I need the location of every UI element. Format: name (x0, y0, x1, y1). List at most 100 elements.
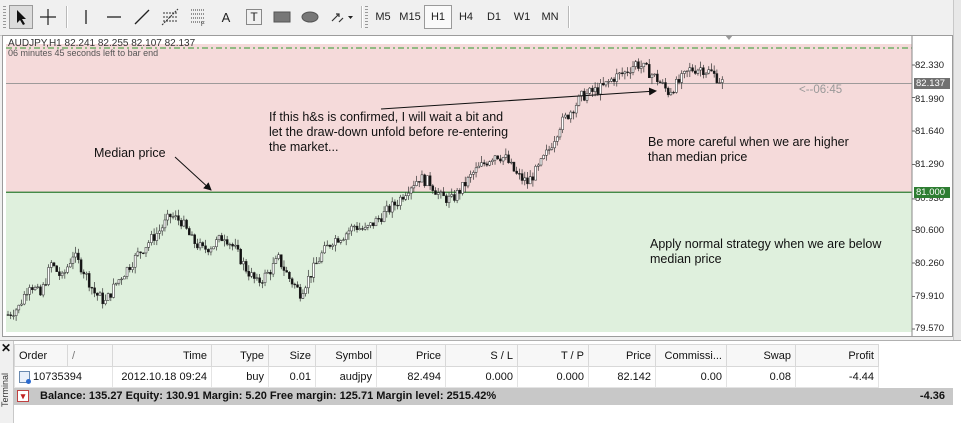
candle-body (136, 251, 140, 256)
candle-body (545, 149, 548, 156)
candle-body (12, 315, 15, 317)
candle-body (447, 195, 451, 203)
vertical-line-icon[interactable] (74, 5, 98, 29)
candle-body (217, 235, 221, 240)
candle-body (190, 234, 194, 236)
candle-body (158, 230, 161, 234)
table-row[interactable]: 10735394 2012.10.18 09:24 buy 0.01 audjp… (14, 366, 879, 388)
fibonacci-fan-icon[interactable]: F (186, 5, 210, 29)
timeframe-d1[interactable]: D1 (486, 11, 502, 23)
candle-body (228, 243, 232, 246)
col-sort[interactable]: / (67, 344, 113, 367)
candle-body (252, 272, 256, 279)
candle-body (263, 272, 267, 283)
candle-body (39, 286, 42, 296)
candle-body (206, 249, 210, 253)
candle-body (604, 81, 608, 86)
col-size[interactable]: Size (268, 344, 316, 367)
total-profit: -4.36 (919, 390, 945, 402)
candle-body (342, 239, 345, 241)
candle-body (87, 273, 91, 288)
balance-row[interactable]: ▾ Balance: 135.27 Equity: 130.91 Margin:… (14, 388, 953, 405)
candle-body (236, 244, 240, 250)
timeframe-m5[interactable]: M5 (375, 11, 391, 23)
candle-body (317, 261, 321, 264)
text-tool-icon[interactable]: A (221, 9, 231, 25)
timeframe-w1[interactable]: W1 (513, 11, 531, 23)
col-symbol[interactable]: Symbol (315, 344, 377, 367)
candle-body (420, 174, 424, 183)
candle-body (150, 234, 153, 243)
candle-body (380, 218, 383, 222)
cursor-icon[interactable] (9, 5, 33, 29)
candle-body (6, 314, 10, 316)
col-price[interactable]: Price (376, 344, 446, 367)
horizontal-line-icon[interactable] (102, 5, 126, 29)
candle-body (374, 218, 378, 227)
ellipse-icon[interactable] (298, 5, 322, 29)
col-type[interactable]: Type (211, 344, 269, 367)
candle-body (296, 284, 299, 288)
col-sl[interactable]: S / L (445, 344, 518, 367)
close-icon[interactable]: ✕ (1, 341, 12, 355)
col-tp[interactable]: T / P (517, 344, 589, 367)
candle-body (372, 222, 375, 227)
col-swap[interactable]: Swap (726, 344, 796, 367)
candle-body (298, 286, 302, 299)
candle-body (685, 70, 689, 72)
y-axis-label: 81.990 (915, 94, 945, 105)
candle-body (455, 189, 459, 201)
col-commission[interactable]: Commissi... (655, 344, 727, 367)
candle-body (355, 225, 359, 230)
candle-body (63, 272, 67, 274)
col-time[interactable]: Time (112, 344, 212, 367)
candle-body (615, 73, 619, 82)
candle-body (683, 70, 686, 74)
candle-body (555, 136, 559, 142)
col-order[interactable]: Order (14, 344, 68, 367)
candle-body (431, 185, 435, 191)
candle-body (247, 271, 251, 277)
y-axis-label: 81.640 (915, 126, 945, 137)
timeframe-m15[interactable]: M15 (399, 11, 421, 23)
vertical-scrollbar[interactable] (953, 0, 961, 340)
rectangle-icon[interactable] (270, 5, 294, 29)
bar-timer: <--06:45 (799, 84, 843, 96)
candle-body (114, 282, 118, 285)
candle-body (353, 225, 356, 228)
candle-body (520, 173, 524, 181)
candle-body (109, 293, 113, 298)
col-profit[interactable]: Profit (795, 344, 879, 367)
candle-body (666, 87, 670, 96)
candle-body (702, 67, 705, 75)
candle-body (188, 228, 191, 236)
y-axis-label: 80.600 (915, 225, 945, 236)
price-chart[interactable]: AUDJPY,H1 82.241 82.255 82.107 82.137 06… (2, 35, 953, 337)
toolbar-grip[interactable] (3, 6, 6, 28)
terminal-tab-label[interactable]: Terminal (0, 372, 10, 407)
candle-body (331, 244, 334, 247)
candle-body (277, 254, 280, 259)
median-arrow (174, 156, 212, 191)
candle-body (542, 155, 545, 159)
candle-body (399, 196, 402, 206)
terminal-panel: ✕ Terminal Order / Time Type Size Symbol… (0, 340, 961, 423)
candle-body (20, 303, 23, 306)
timeframe-mn[interactable]: MN (541, 11, 559, 23)
candle-body (718, 82, 721, 84)
col-current-price[interactable]: Price (588, 344, 656, 367)
current-price-box: 82.137 (914, 78, 950, 89)
arrows-dropdown-icon[interactable] (329, 5, 355, 29)
candle-body (693, 70, 697, 74)
candle-body (607, 81, 610, 83)
size-cell: 0.01 (268, 366, 316, 388)
profit-cell: -4.44 (795, 366, 879, 388)
candle-body (610, 78, 613, 82)
timeframe-h4[interactable]: H4 (458, 11, 474, 23)
trendline-icon[interactable] (130, 5, 154, 29)
text-label-tool-icon[interactable]: T (246, 9, 262, 25)
candle-body (31, 287, 34, 291)
timeframe-h1[interactable]: H1 (424, 5, 452, 29)
fibonacci-icon[interactable] (158, 5, 182, 29)
crosshair-icon[interactable] (36, 5, 60, 29)
